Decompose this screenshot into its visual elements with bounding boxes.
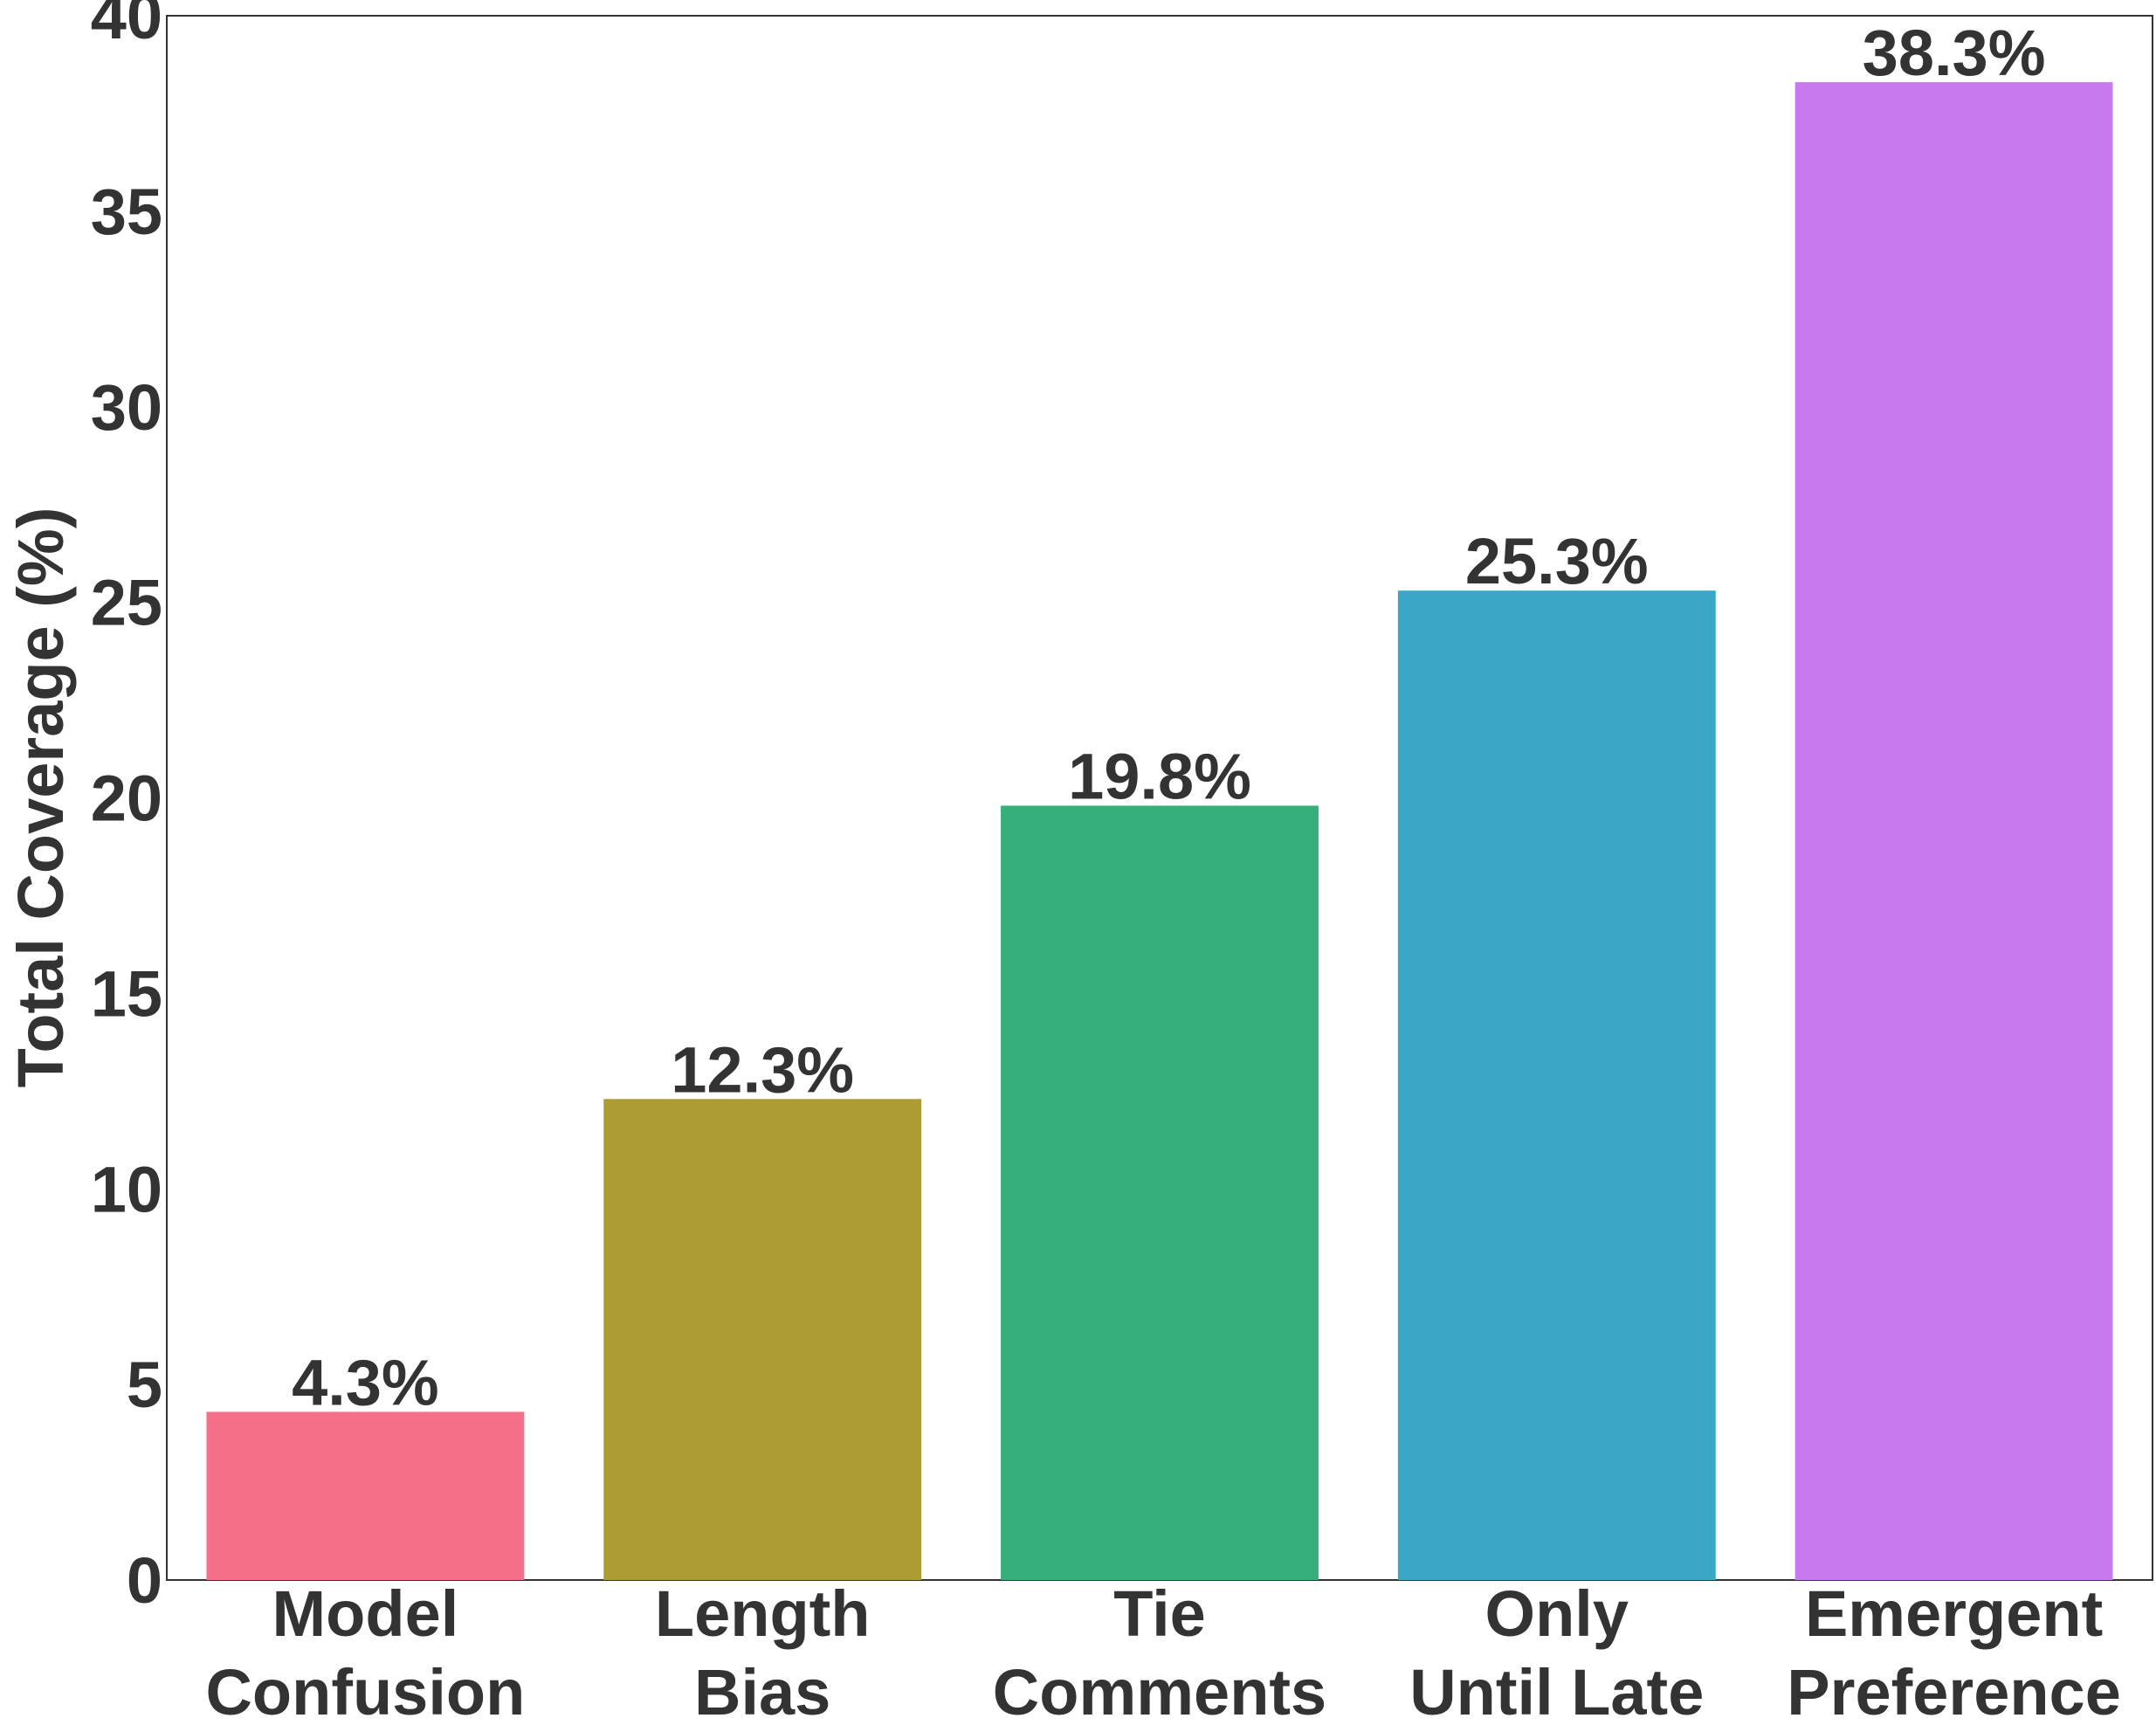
x-tick-label: Confusion <box>205 1656 525 1725</box>
x-tick-label: Bias <box>694 1656 830 1725</box>
x-tick-label: Until Late <box>1409 1656 1704 1725</box>
bar-value-label: 4.3% <box>292 1346 439 1418</box>
y-tick-label: 40 <box>91 0 162 52</box>
bar-value-label: 12.3% <box>671 1033 854 1106</box>
x-tick-label: Comments <box>993 1656 1326 1725</box>
y-tick-label: 20 <box>91 762 162 835</box>
y-tick-label: 30 <box>91 371 162 444</box>
bar-value-labels: 4.3% 12.3% 19.8% 25.3% 38.3% <box>292 17 2045 1418</box>
x-tick-label: Preference <box>1787 1656 2121 1725</box>
bar <box>206 1411 525 1580</box>
bar <box>1397 590 1716 1580</box>
y-tick-label: 0 <box>127 1544 162 1617</box>
bar <box>1794 82 2113 1580</box>
y-axis-ticks: 0 5 10 15 20 25 30 35 40 <box>91 0 162 1617</box>
y-tick-label: 35 <box>91 176 162 248</box>
y-tick-label: 25 <box>91 567 162 639</box>
y-axis-label: Total Coverage (%) <box>4 507 77 1088</box>
bar <box>603 1099 922 1580</box>
bar-value-label: 19.8% <box>1068 740 1251 812</box>
bars <box>206 82 2113 1580</box>
x-tick-label: Tie <box>1113 1577 1206 1650</box>
x-tick-label: Length <box>655 1577 871 1650</box>
bar-value-label: 25.3% <box>1465 525 1649 597</box>
bar <box>1001 805 1319 1580</box>
y-tick-label: 15 <box>91 957 162 1030</box>
y-tick-label: 10 <box>91 1153 162 1225</box>
x-tick-label: Emergent <box>1805 1577 2103 1650</box>
bar-value-label: 38.3% <box>1863 17 2046 89</box>
y-tick-label: 5 <box>127 1349 162 1421</box>
x-tick-label: Only <box>1485 1577 1629 1650</box>
x-tick-label: Model <box>272 1577 459 1650</box>
